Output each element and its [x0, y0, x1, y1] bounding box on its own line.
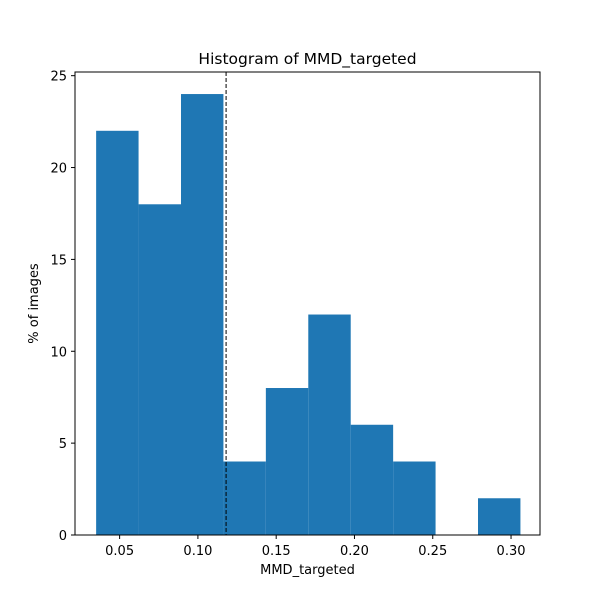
histogram-bar	[350, 424, 394, 535]
x-tick-label: 0.25	[418, 544, 447, 559]
y-tick-label: 20	[50, 162, 67, 177]
x-tick-label: 0.30	[497, 544, 526, 559]
y-tick-label: 10	[50, 345, 67, 360]
histogram-bar	[478, 498, 521, 535]
x-tick-label: 0.20	[340, 544, 369, 559]
y-tick-label: 5	[59, 437, 67, 452]
histogram-bar	[96, 130, 139, 536]
x-tick-label: 0.15	[262, 544, 291, 559]
histogram-bar	[308, 314, 351, 535]
x-axis-ticks: 0.05 0.10 0.15 0.20 0.25 0.30	[105, 535, 526, 559]
y-tick-label: 15	[50, 253, 67, 268]
histogram-bar	[138, 204, 181, 536]
x-axis-label: MMD_targeted	[260, 563, 355, 578]
histogram-bar	[180, 94, 224, 536]
x-tick-label: 0.10	[183, 544, 212, 559]
y-axis-ticks: 0 5 10 15 20 25	[50, 70, 75, 544]
chart-title: Histogram of MMD_targeted	[198, 50, 416, 69]
bars-group	[96, 94, 521, 536]
histogram-bar	[223, 461, 266, 535]
y-tick-label: 0	[59, 529, 67, 544]
x-tick-label: 0.05	[105, 544, 134, 559]
histogram-bar	[393, 461, 436, 535]
y-axis-label: % of images	[27, 263, 42, 344]
plot-frame	[74, 71, 541, 536]
y-tick-label: 25	[50, 70, 67, 85]
histogram-bar	[265, 388, 309, 535]
